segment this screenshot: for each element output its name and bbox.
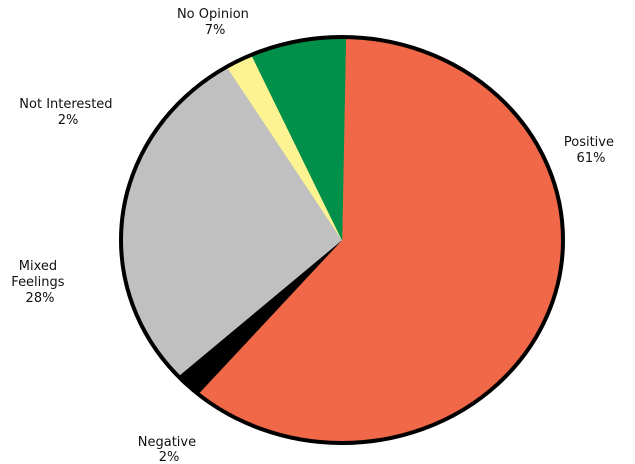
label-mixed-feelings-name-2: Feelings xyxy=(11,275,64,290)
label-positive-percent: 61% xyxy=(577,151,606,166)
label-mixed-feelings: Mixed Feelings 28% xyxy=(11,259,68,306)
label-no-opinion: No Opinion 7% xyxy=(177,7,253,38)
label-no-opinion-percent: 7% xyxy=(205,23,226,38)
label-mixed-feelings-percent: 28% xyxy=(26,291,55,306)
label-not-interested-name: Not Interested xyxy=(19,97,112,112)
label-not-interested-percent: 2% xyxy=(58,113,79,128)
label-negative: Negative 2% xyxy=(138,435,200,464)
label-mixed-feelings-name-1: Mixed xyxy=(19,259,57,274)
label-negative-percent: 2% xyxy=(159,450,180,464)
pie-slices xyxy=(120,36,564,444)
pie-outline xyxy=(119,35,565,445)
label-negative-name: Negative xyxy=(138,435,196,450)
label-no-opinion-name: No Opinion xyxy=(177,7,249,22)
label-positive-name: Positive xyxy=(564,135,614,150)
label-not-interested: Not Interested 2% xyxy=(19,97,116,128)
label-positive: Positive 61% xyxy=(564,135,618,166)
pie-labels: Positive 61% Negative 2% Mixed Feelings … xyxy=(11,7,618,464)
